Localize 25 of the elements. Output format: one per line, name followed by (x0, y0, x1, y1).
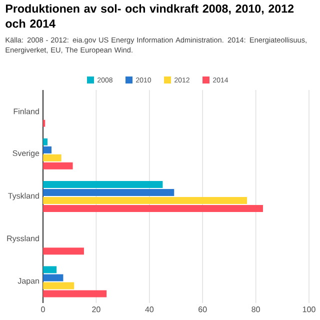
x-tick-label: 80 (252, 306, 260, 312)
x-tick-label: 20 (92, 306, 100, 312)
bar (43, 162, 73, 170)
bar (43, 138, 48, 146)
bar (43, 282, 74, 290)
bar (43, 266, 57, 274)
bar (43, 290, 107, 298)
y-tick-label: Tyskland (8, 192, 39, 200)
y-tick-label: Japan (18, 278, 39, 286)
chart-title: Produktionen av sol- och vindkraft 2008, 2010, 2012 och 2014 (6, 4, 294, 28)
bar (43, 146, 52, 154)
bar (43, 248, 84, 255)
y-tick-label: Sverige (12, 150, 40, 158)
bar (43, 189, 174, 196)
y-tick-label: Ryssland (7, 235, 39, 243)
x-tick-label: 100 (302, 306, 316, 312)
bar (43, 205, 263, 212)
bar (43, 154, 62, 162)
x-tick-label: 60 (198, 306, 207, 312)
y-tick-label: Finland (14, 108, 39, 114)
x-tick-label: 0 (41, 306, 45, 312)
bar (43, 274, 64, 282)
bar (43, 181, 163, 188)
x-tick-label: 40 (145, 306, 154, 312)
bar (43, 197, 248, 204)
